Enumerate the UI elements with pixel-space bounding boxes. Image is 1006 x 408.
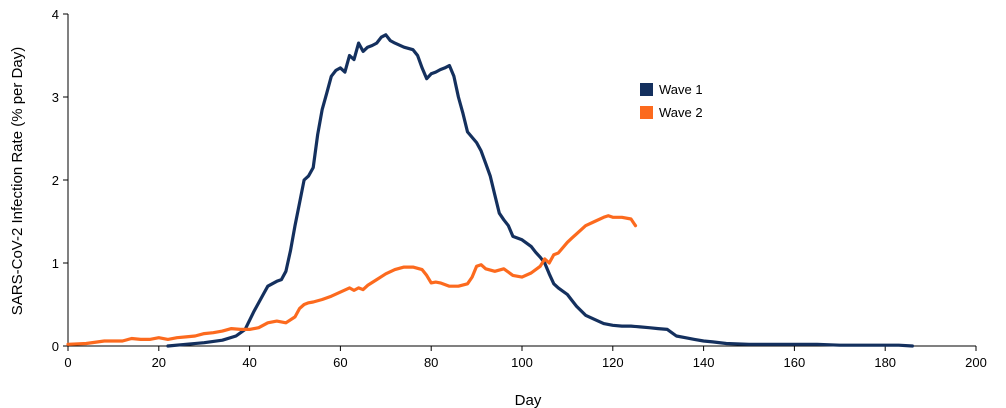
legend-swatch-wave-1 [640, 83, 653, 96]
legend-swatch-wave-2 [640, 106, 653, 119]
x-tick-label: 160 [784, 355, 806, 370]
x-tick-label: 40 [242, 355, 256, 370]
y-axis-title: SARS-CoV-2 Infection Rate (% per Day) [9, 47, 26, 315]
x-tick-label: 20 [152, 355, 166, 370]
x-tick-label: 0 [64, 355, 71, 370]
x-ticks: 0 20 40 60 80 100 120 140 160 180 200 [64, 346, 987, 370]
y-tick-label: 3 [52, 90, 59, 105]
x-tick-label: 140 [693, 355, 715, 370]
y-tick-label: 4 [52, 7, 59, 22]
series-line-wave-2 [66, 214, 638, 346]
x-tick-label: 80 [424, 355, 438, 370]
series-line-wave-1 [166, 33, 915, 348]
x-tick-label: 100 [511, 355, 533, 370]
y-tick-label: 2 [52, 173, 59, 188]
x-tick-label: 180 [874, 355, 896, 370]
y-ticks: 0 1 2 3 4 [52, 7, 68, 354]
y-tick-label: 1 [52, 256, 59, 271]
legend: Wave 1 Wave 2 [640, 82, 703, 120]
series-layer [66, 33, 915, 348]
x-tick-label: 120 [602, 355, 624, 370]
legend-label-wave-2: Wave 2 [659, 105, 703, 120]
legend-label-wave-1: Wave 1 [659, 82, 703, 97]
x-tick-label: 200 [965, 355, 987, 370]
x-tick-label: 60 [333, 355, 347, 370]
axes [67, 14, 976, 347]
x-axis-title: Day [515, 392, 542, 408]
y-tick-label: 0 [52, 339, 59, 354]
